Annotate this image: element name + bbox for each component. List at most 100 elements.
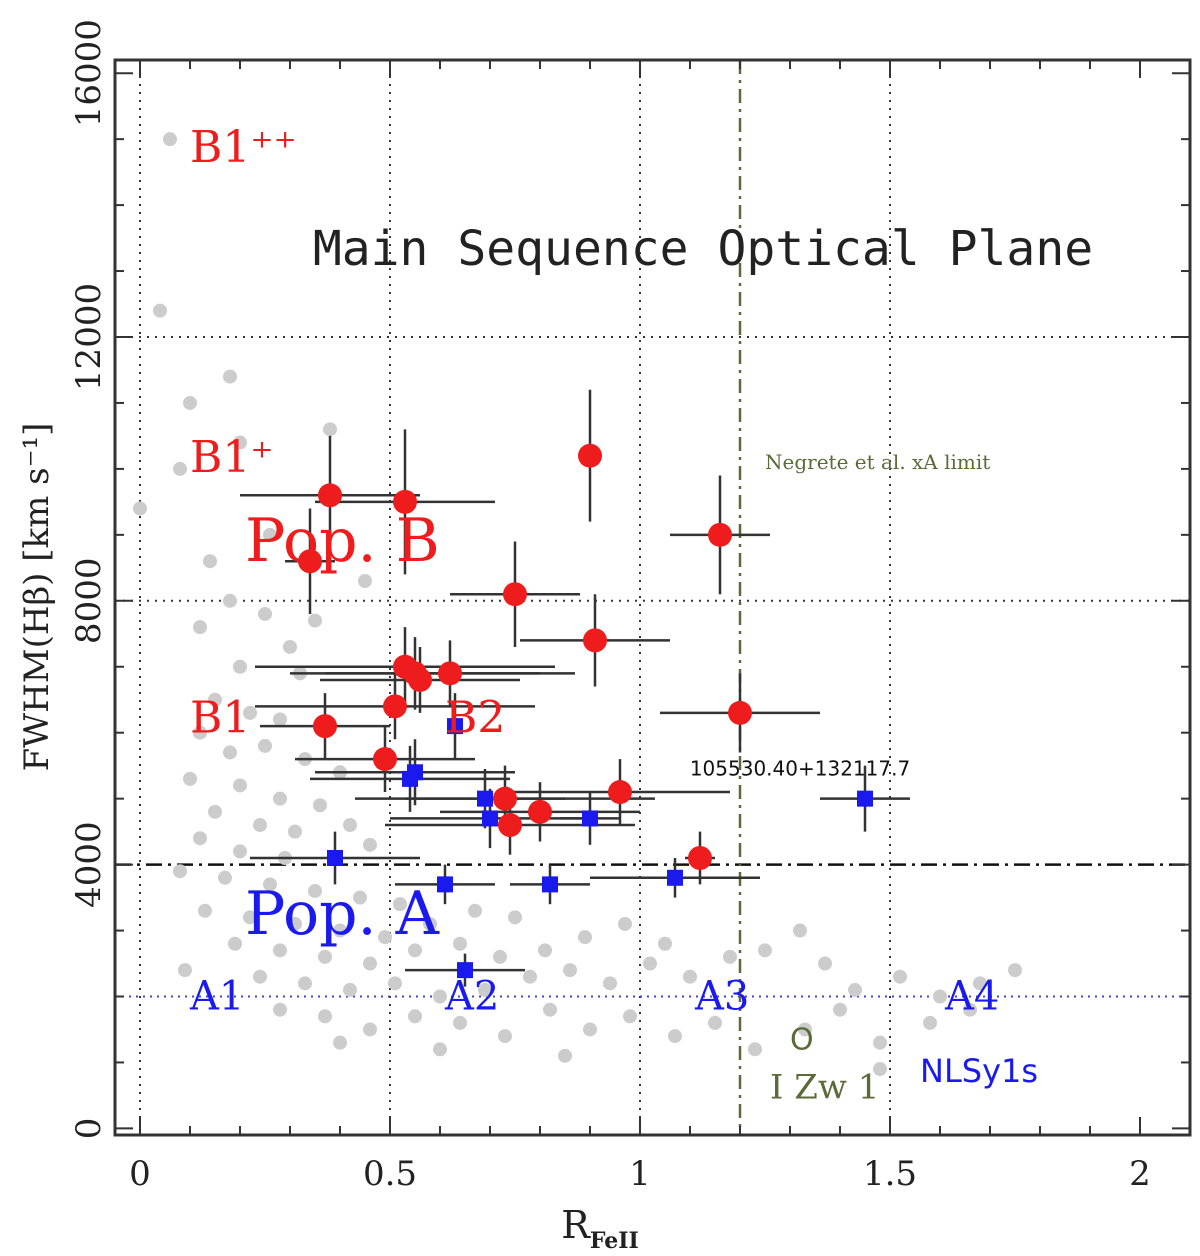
comparison-point	[358, 574, 372, 589]
comparison-point	[343, 982, 357, 997]
region-label-a3: A3	[694, 974, 749, 1020]
xa-limit-label: Negrete et al. xA limit	[765, 450, 990, 474]
comparison-point	[618, 916, 632, 931]
comparison-point	[668, 1029, 682, 1044]
region-label-b1pp: B1⁺⁺	[190, 122, 297, 173]
region-label-b2: B2	[445, 693, 505, 744]
comparison-point	[683, 969, 697, 984]
comparison-point	[643, 956, 657, 971]
comparison-point	[433, 989, 447, 1004]
comparison-point	[408, 943, 422, 958]
comparison-point	[288, 824, 302, 839]
pop-b-point	[383, 694, 407, 719]
plot-frame	[113, 58, 1192, 1137]
comparison-point	[233, 659, 247, 674]
comparison-point	[308, 883, 322, 898]
comparison-point	[288, 916, 302, 931]
pop-a-point	[457, 962, 473, 979]
comparison-point	[223, 593, 237, 608]
x-tick-label: 1	[629, 1154, 651, 1194]
y-tick-label: 8000	[69, 558, 109, 645]
comparison-point	[233, 435, 247, 450]
chart-title: Main Sequence Optical Plane	[313, 221, 1093, 277]
pop-b-point	[608, 780, 632, 805]
pop-b-point	[393, 489, 417, 514]
comparison-point	[318, 949, 332, 964]
comparison-point	[313, 798, 327, 813]
comparison-point	[203, 554, 217, 569]
pop-b-point	[373, 747, 397, 772]
comparison-point	[393, 897, 407, 912]
comparison-point	[873, 1035, 887, 1050]
comparison-point	[468, 903, 482, 918]
y-tick-label: 16000	[69, 19, 109, 127]
pop-a-point	[437, 876, 453, 893]
pop-a-point	[402, 770, 418, 787]
comparison-point	[323, 422, 337, 437]
comparison-point	[193, 831, 207, 846]
x-tick-label: 0.5	[363, 1154, 417, 1194]
comparison-point	[1008, 963, 1022, 978]
pop-a-point	[857, 790, 873, 807]
comparison-point	[258, 738, 272, 753]
comparison-point	[748, 1042, 762, 1057]
comparison-point	[233, 778, 247, 793]
comparison-point	[263, 527, 277, 542]
comparison-point	[708, 1015, 722, 1030]
comparison-point	[253, 969, 267, 984]
y-tick-label: 12000	[69, 283, 109, 391]
comparison-point	[523, 969, 537, 984]
y-tick-label: 4000	[69, 821, 109, 908]
comparison-point	[923, 1015, 937, 1030]
pop-a-point	[582, 810, 598, 827]
region-label-b1: B1	[190, 693, 250, 744]
comparison-point	[208, 692, 222, 707]
comparison-point	[218, 870, 232, 885]
comparison-point	[543, 1002, 557, 1017]
comparison-point	[233, 844, 247, 859]
comparison-point	[153, 303, 167, 318]
pop-a-point	[447, 718, 463, 735]
comparison-point	[623, 1009, 637, 1024]
pop-b-point	[498, 813, 522, 838]
region-label-popb: Pop. B	[245, 506, 440, 576]
comparison-point	[818, 956, 832, 971]
comparison-point	[933, 989, 947, 1004]
pop-b-point	[688, 846, 712, 871]
comparison-point	[893, 969, 907, 984]
comparison-point	[578, 930, 592, 945]
izw1-marker: O	[790, 1022, 814, 1057]
izw1-label: I Zw 1	[770, 1068, 879, 1108]
pop-a-point	[327, 850, 343, 867]
comparison-point	[273, 712, 287, 727]
comparison-point	[173, 461, 187, 476]
pop-a-point	[482, 810, 498, 827]
grid-lines	[115, 60, 1190, 1135]
comparison-point	[973, 976, 987, 991]
comparison-point	[198, 903, 212, 918]
pop-a-point	[477, 790, 493, 807]
comparison-point	[408, 1009, 422, 1024]
comparison-point	[333, 923, 347, 938]
comparison-point	[353, 890, 367, 905]
comparison-point	[508, 910, 522, 925]
comparison-point	[273, 1002, 287, 1017]
region-label-a2: A2	[444, 974, 499, 1020]
comparison-point	[363, 837, 377, 852]
comparison-point	[163, 132, 177, 147]
pop-b-point	[708, 522, 732, 547]
comparison-point	[283, 639, 297, 654]
comparison-point	[193, 725, 207, 740]
comparison-point	[963, 1002, 977, 1017]
pop-b-point	[583, 628, 607, 653]
comparison-point	[563, 963, 577, 978]
comparison-point	[173, 864, 187, 879]
comparison-point	[228, 936, 242, 951]
comparison-point	[658, 936, 672, 951]
pop-b-point	[578, 443, 602, 468]
comparison-point	[848, 982, 862, 997]
pop-b-point	[528, 799, 552, 824]
pop-b-point	[313, 714, 337, 739]
comparison-point	[243, 910, 257, 925]
comparison-point	[183, 395, 197, 410]
